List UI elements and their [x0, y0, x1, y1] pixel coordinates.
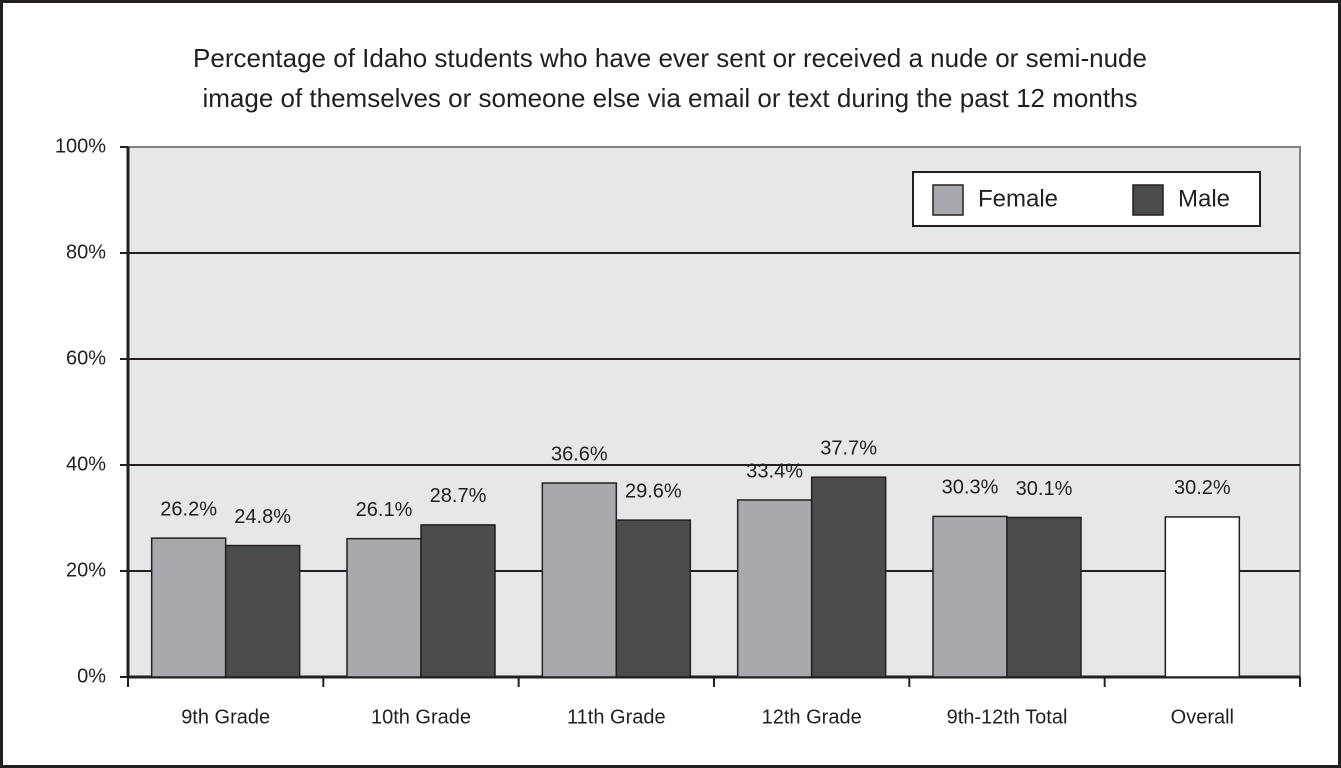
value-label: 26.2%	[160, 498, 217, 520]
value-label: 29.6%	[625, 480, 682, 502]
y-tick-label: 80%	[66, 241, 106, 263]
x-tick-label: 9th-12th Total	[947, 706, 1068, 728]
bar	[1164, 516, 1241, 678]
value-label: 30.2%	[1174, 477, 1231, 499]
value-label: 30.3%	[942, 477, 999, 499]
y-tick-label: 100%	[55, 135, 106, 157]
x-tick-label: 12th Grade	[762, 706, 862, 728]
bar	[541, 482, 618, 678]
bar	[615, 519, 692, 678]
x-tick-label: Overall	[1171, 706, 1234, 728]
bar	[420, 524, 496, 678]
legend-swatch	[1132, 184, 1164, 216]
chart-title: image of themselves or someone else via …	[202, 83, 1137, 113]
value-label: 24.8%	[234, 506, 291, 528]
bar	[810, 476, 887, 678]
legend-label: Male	[1178, 185, 1230, 212]
chart-title: Percentage of Idaho students who have ev…	[193, 43, 1147, 73]
legend-swatch	[932, 184, 964, 216]
legend-label: Female	[978, 185, 1058, 212]
bar	[346, 537, 422, 678]
x-tick-label: 9th Grade	[181, 706, 270, 728]
plot-area	[127, 146, 1301, 678]
y-tick-label: 0%	[77, 665, 106, 687]
value-label: 28.7%	[430, 485, 487, 507]
value-label: 26.1%	[356, 499, 413, 521]
bar	[1006, 516, 1082, 678]
x-tick-label: 11th Grade	[567, 706, 666, 728]
y-tick-label: 60%	[66, 347, 106, 369]
y-tick-label: 20%	[66, 559, 106, 581]
legend-box	[912, 171, 1261, 227]
bar	[224, 544, 301, 678]
bar	[736, 499, 813, 678]
value-label: 37.7%	[820, 437, 877, 459]
value-label: 33.4%	[746, 460, 803, 482]
value-label: 30.1%	[1016, 478, 1073, 500]
value-label: 36.6%	[551, 443, 608, 465]
bar	[932, 515, 1008, 678]
x-tick-label: 10th Grade	[371, 706, 471, 728]
y-tick-label: 40%	[66, 453, 106, 475]
bar	[150, 537, 227, 678]
